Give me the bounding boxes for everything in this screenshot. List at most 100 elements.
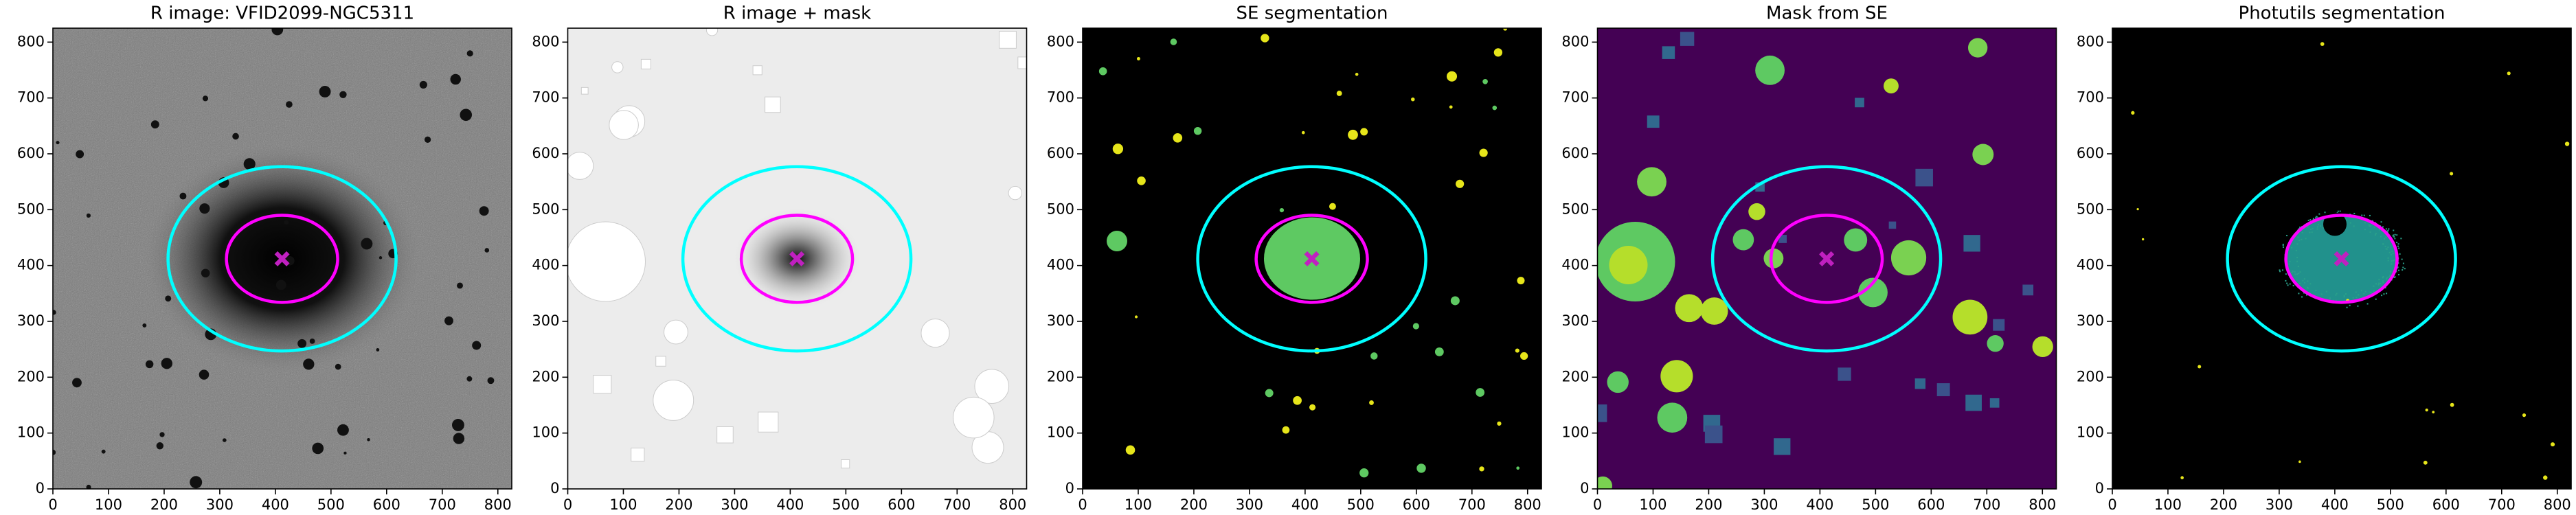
speckle — [2373, 226, 2375, 228]
segment — [1503, 28, 1507, 31]
speckle — [2296, 243, 2298, 245]
segment — [1136, 57, 1140, 60]
star — [142, 323, 147, 328]
mask-region — [1008, 185, 1023, 201]
x-tick-label: 300 — [2266, 496, 2293, 513]
speckle — [2299, 271, 2301, 273]
segment — [2298, 460, 2301, 464]
speckle — [2402, 262, 2404, 264]
y-tick-label: 200 — [17, 368, 45, 385]
segment — [2197, 365, 2202, 369]
speckle — [2304, 282, 2306, 284]
speckle — [2364, 290, 2366, 293]
segment — [2432, 411, 2435, 414]
speckle — [2309, 292, 2311, 294]
aperture-ellipse — [1196, 165, 1427, 353]
mask-region — [567, 221, 646, 302]
y-tick-label: 0 — [550, 480, 559, 496]
y-tick-label: 700 — [532, 89, 559, 106]
axes-frame — [567, 27, 1028, 490]
mask-region — [1607, 371, 1629, 393]
speckle — [2364, 229, 2366, 231]
speckle — [2302, 279, 2304, 282]
speckle — [2392, 235, 2394, 237]
y-tick-label: 300 — [2077, 312, 2104, 329]
mask-region — [1675, 294, 1704, 323]
axes-frame — [52, 27, 512, 490]
speckle — [2375, 298, 2377, 300]
speckle — [2371, 292, 2373, 294]
star — [472, 341, 482, 350]
segment — [1517, 277, 1525, 285]
x-tick-label: 600 — [888, 496, 915, 513]
mask-region — [1680, 32, 1695, 46]
mask-region — [593, 375, 612, 394]
speckle — [2382, 282, 2384, 284]
segment — [1355, 73, 1359, 76]
x-tick-label: 700 — [1973, 496, 2000, 513]
x-tick-label: 300 — [206, 496, 234, 513]
y-tick-label: 100 — [1561, 424, 1589, 441]
star — [284, 220, 289, 225]
speckle — [2307, 287, 2309, 289]
segment — [1516, 466, 1520, 470]
star — [86, 484, 91, 489]
segment — [1329, 203, 1336, 210]
segment — [1265, 389, 1274, 398]
speckle — [2377, 284, 2380, 286]
y-tick-label: 600 — [17, 145, 45, 161]
speckle — [2291, 271, 2293, 273]
speckle — [2387, 260, 2389, 262]
speckle — [2361, 214, 2363, 216]
star — [303, 358, 315, 370]
x-tick-label: 600 — [373, 496, 400, 513]
mask-region — [1763, 248, 1784, 268]
y-tick-label: 800 — [17, 33, 45, 49]
speckle — [2312, 227, 2314, 229]
y-tick-label: 0 — [1065, 480, 1074, 496]
speckle — [2285, 279, 2287, 282]
x-tick-label: 500 — [317, 496, 345, 513]
aperture-ellipse — [1710, 165, 1943, 353]
mask-region — [655, 356, 666, 367]
speckle — [2346, 306, 2348, 308]
speckle — [2369, 231, 2371, 233]
speckle — [2285, 273, 2287, 275]
x-tick-label: 0 — [1078, 496, 1087, 513]
speckle — [2336, 293, 2338, 295]
segment — [2141, 238, 2145, 241]
mask-region — [1657, 402, 1688, 433]
segment — [2564, 141, 2570, 146]
segment — [1173, 133, 1183, 143]
star — [337, 424, 349, 436]
mask-region — [1597, 476, 1612, 489]
speckle — [2320, 225, 2322, 227]
y-tick-label: 800 — [1561, 33, 1589, 49]
star — [460, 108, 473, 122]
y-tick-label: 200 — [532, 368, 559, 385]
speckle — [2392, 253, 2394, 255]
star — [361, 238, 373, 250]
mask-region — [841, 459, 850, 469]
speckle — [2299, 282, 2301, 284]
speckle — [2294, 273, 2296, 275]
star — [335, 363, 341, 370]
mask-region — [1597, 404, 1607, 422]
segment — [1098, 67, 1107, 76]
speckle — [2343, 296, 2345, 298]
x-tick-label: 600 — [1403, 496, 1430, 513]
y-tick-label: 600 — [532, 145, 559, 161]
speckle — [2388, 276, 2391, 278]
speckle — [2279, 269, 2281, 271]
star — [484, 248, 490, 253]
star — [150, 120, 159, 129]
star — [419, 80, 427, 89]
speckle — [2366, 303, 2369, 305]
y-tick-label: 400 — [17, 257, 45, 273]
speckle — [2315, 289, 2317, 291]
mask-region — [765, 96, 781, 113]
speckle — [2315, 216, 2317, 218]
speckle — [2282, 247, 2284, 249]
speckle — [2311, 231, 2313, 233]
speckle — [2286, 235, 2288, 237]
